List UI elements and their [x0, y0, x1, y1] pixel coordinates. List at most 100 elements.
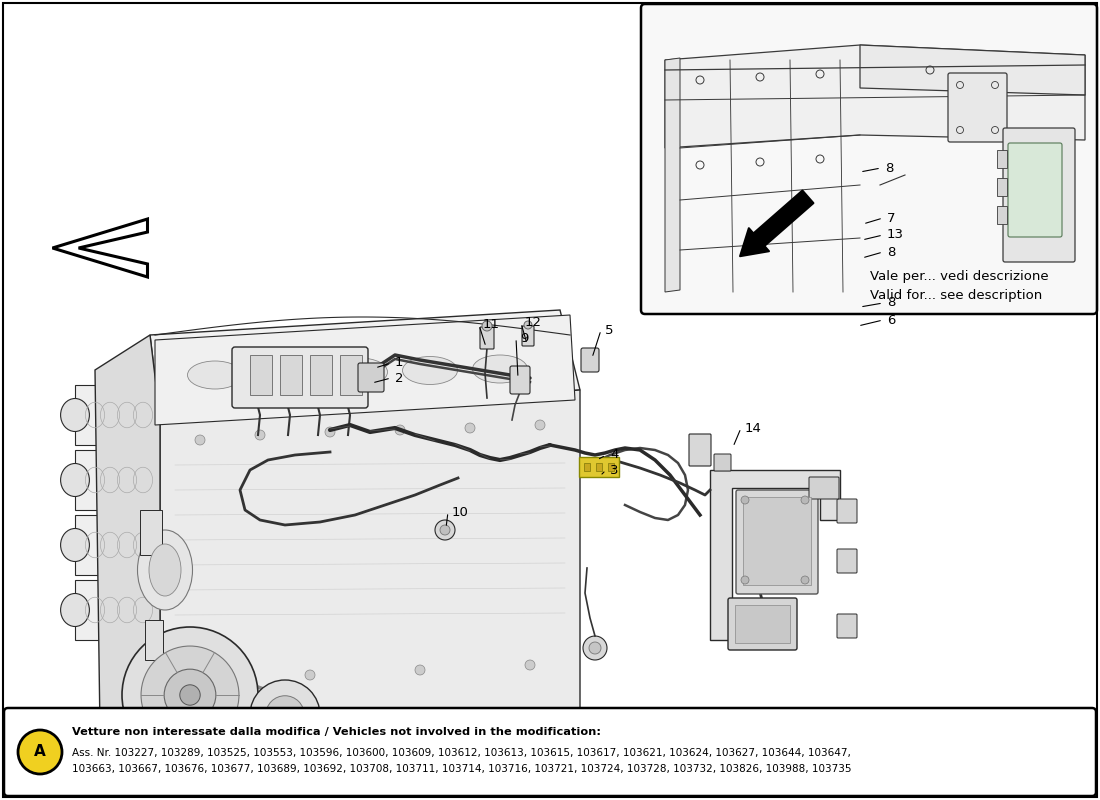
Polygon shape: [160, 390, 580, 760]
Text: Vetture non interessate dalla modifica / Vehicles not involved in the modificati: Vetture non interessate dalla modifica /…: [72, 727, 601, 737]
FancyBboxPatch shape: [808, 477, 839, 499]
Circle shape: [535, 420, 544, 430]
Text: ©: ©: [241, 541, 319, 619]
Circle shape: [122, 627, 258, 763]
Ellipse shape: [60, 398, 89, 431]
Bar: [250, 355, 272, 395]
Bar: [310, 355, 332, 395]
Bar: [140, 510, 162, 555]
Polygon shape: [95, 335, 160, 760]
Ellipse shape: [148, 544, 182, 596]
FancyBboxPatch shape: [581, 348, 600, 372]
Polygon shape: [666, 45, 1085, 148]
Circle shape: [179, 685, 200, 706]
Circle shape: [440, 525, 450, 535]
Ellipse shape: [138, 530, 192, 610]
Text: 12: 12: [525, 317, 542, 330]
Circle shape: [141, 646, 239, 744]
Ellipse shape: [173, 466, 197, 494]
FancyBboxPatch shape: [579, 457, 619, 477]
Text: 103663, 103667, 103676, 103677, 103689, 103692, 103708, 103711, 103714, 103716, : 103663, 103667, 103676, 103677, 103689, …: [72, 764, 851, 774]
Text: Vale per... vedi descrizione
Valid for... see description: Vale per... vedi descrizione Valid for..…: [870, 270, 1048, 302]
Polygon shape: [710, 470, 840, 640]
FancyBboxPatch shape: [510, 366, 530, 394]
Text: 10: 10: [452, 506, 469, 518]
Text: 2: 2: [395, 371, 404, 385]
FancyBboxPatch shape: [4, 708, 1096, 796]
Bar: [997, 178, 1006, 196]
FancyBboxPatch shape: [689, 434, 711, 466]
Circle shape: [801, 576, 808, 584]
Polygon shape: [860, 45, 1085, 95]
Ellipse shape: [60, 529, 89, 562]
Text: 8: 8: [886, 162, 893, 174]
FancyBboxPatch shape: [837, 499, 857, 523]
Circle shape: [305, 670, 315, 680]
Circle shape: [801, 496, 808, 504]
Bar: [75, 385, 185, 445]
Text: 14: 14: [745, 422, 762, 434]
Bar: [584, 463, 590, 471]
Circle shape: [482, 321, 492, 331]
FancyBboxPatch shape: [728, 598, 798, 650]
Bar: [735, 605, 790, 643]
FancyBboxPatch shape: [480, 327, 494, 349]
Ellipse shape: [187, 361, 242, 389]
Ellipse shape: [173, 597, 197, 623]
Polygon shape: [150, 310, 580, 418]
Circle shape: [195, 675, 205, 685]
FancyBboxPatch shape: [837, 549, 857, 573]
Bar: [75, 450, 185, 510]
Text: 8: 8: [887, 297, 895, 310]
Text: 5: 5: [605, 323, 614, 337]
Text: 6: 6: [887, 314, 895, 326]
Ellipse shape: [257, 359, 312, 387]
Text: parts: parts: [229, 566, 392, 685]
Text: since: since: [260, 609, 420, 727]
Bar: [742, 497, 811, 585]
Text: A: A: [34, 745, 46, 759]
Circle shape: [525, 660, 535, 670]
Text: 8: 8: [887, 246, 895, 258]
Circle shape: [18, 730, 62, 774]
Circle shape: [583, 636, 607, 660]
Text: 11: 11: [483, 318, 500, 331]
Polygon shape: [53, 219, 147, 277]
Bar: [280, 355, 302, 395]
Bar: [997, 150, 1006, 168]
Bar: [145, 620, 163, 660]
Ellipse shape: [332, 358, 387, 386]
FancyBboxPatch shape: [232, 347, 368, 408]
Circle shape: [434, 520, 455, 540]
Text: 1: 1: [395, 357, 404, 370]
Ellipse shape: [473, 355, 528, 383]
Bar: [608, 463, 614, 471]
FancyArrowPatch shape: [740, 190, 813, 256]
Text: 4: 4: [610, 449, 618, 462]
Text: 13: 13: [887, 229, 904, 242]
FancyBboxPatch shape: [1003, 128, 1075, 262]
Ellipse shape: [60, 594, 89, 626]
Ellipse shape: [173, 531, 197, 558]
Circle shape: [465, 423, 475, 433]
Circle shape: [266, 696, 305, 734]
Circle shape: [524, 321, 532, 329]
FancyBboxPatch shape: [736, 490, 818, 594]
FancyBboxPatch shape: [641, 4, 1097, 314]
Bar: [75, 515, 185, 575]
Text: 7: 7: [887, 211, 895, 225]
Text: 9: 9: [520, 331, 528, 345]
Circle shape: [250, 680, 320, 750]
FancyBboxPatch shape: [358, 363, 384, 392]
Bar: [596, 463, 602, 471]
Circle shape: [588, 642, 601, 654]
Polygon shape: [155, 315, 575, 425]
Circle shape: [741, 576, 749, 584]
Circle shape: [195, 435, 205, 445]
Ellipse shape: [60, 463, 89, 497]
FancyBboxPatch shape: [948, 73, 1006, 142]
Ellipse shape: [403, 357, 458, 385]
Bar: [997, 206, 1006, 224]
FancyBboxPatch shape: [714, 454, 732, 471]
Text: 3: 3: [610, 463, 618, 477]
